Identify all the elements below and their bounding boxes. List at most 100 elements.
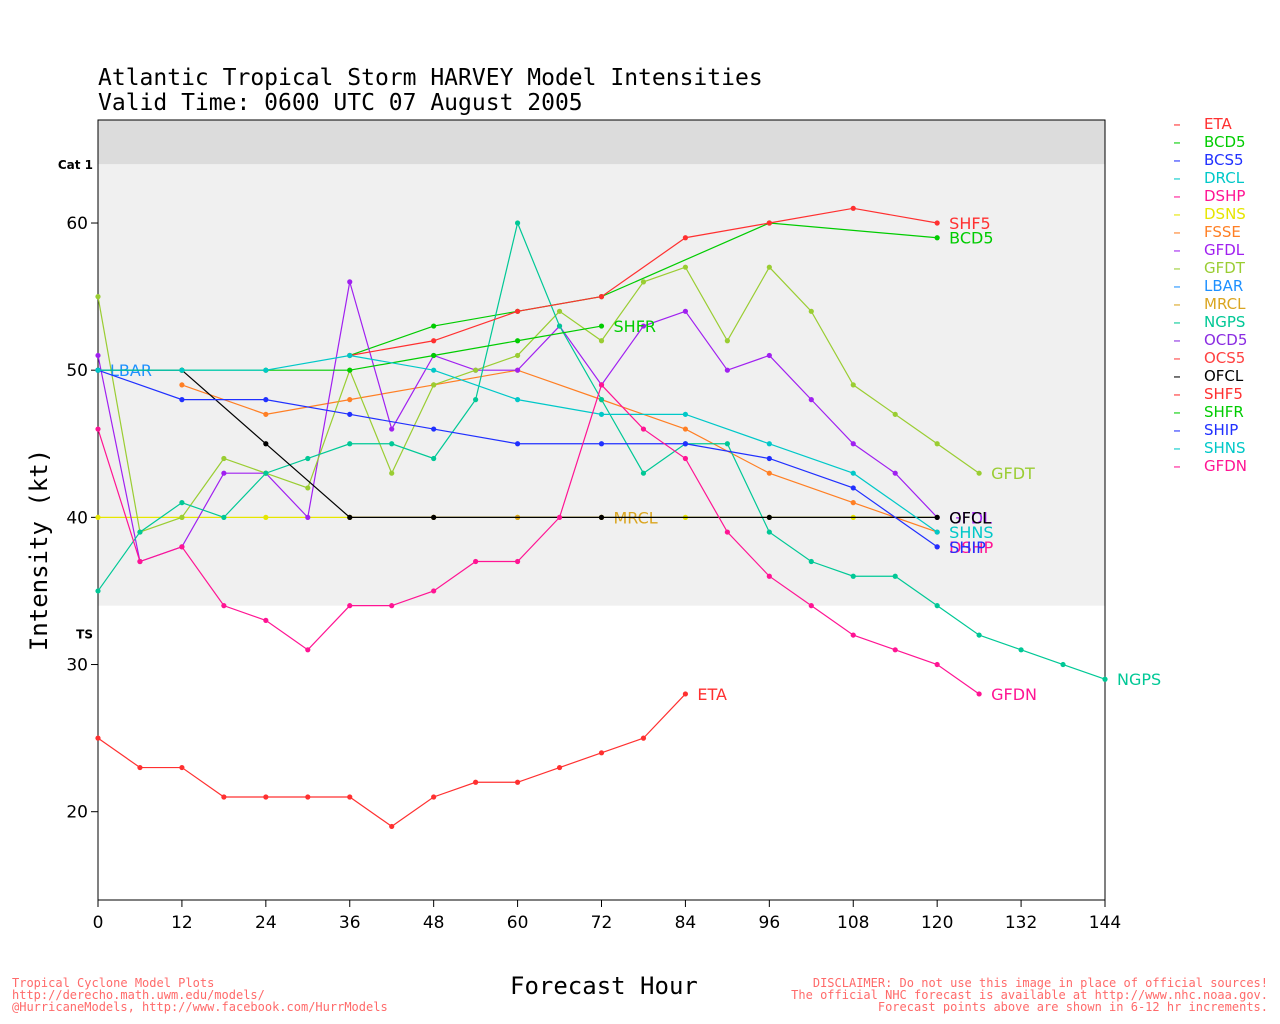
data-point-shf5	[431, 338, 437, 344]
data-point-eta	[640, 735, 647, 741]
x-tick-label: 96	[759, 913, 781, 933]
series-end-label: SHFR	[614, 317, 657, 336]
legend-item-ofcl: – OFCL	[1170, 367, 1247, 385]
data-point-gfdt	[598, 338, 605, 344]
legend-label: OFCL	[1204, 367, 1244, 385]
data-point-ngps	[137, 529, 143, 535]
data-point-ship	[514, 441, 521, 447]
data-point-shns	[682, 411, 689, 417]
data-point-gfdn	[473, 558, 479, 565]
data-point-ngps	[808, 558, 814, 565]
legend-swatch: –	[1173, 115, 1181, 133]
data-point-bcd5	[431, 323, 437, 329]
x-tick-label: 12	[171, 913, 193, 933]
data-point-ngps	[1102, 676, 1108, 682]
x-tick-label: 108	[837, 913, 869, 933]
series-end-label: SHNS	[949, 523, 993, 542]
data-point-ngps	[892, 573, 898, 579]
legend-label: OCD5	[1204, 331, 1248, 349]
data-point-gfdl	[640, 323, 647, 329]
band-label: TS	[76, 628, 93, 642]
legend-swatch: –	[1173, 421, 1181, 439]
data-point-gfdn	[892, 647, 898, 653]
legend-swatch: –	[1173, 331, 1181, 349]
data-point-ofcl	[347, 514, 353, 520]
data-point-gfdl	[221, 470, 227, 476]
data-point-shns	[934, 529, 940, 535]
data-point-eta	[473, 779, 479, 785]
data-point-bcd5	[934, 235, 940, 241]
x-tick-label: 48	[423, 913, 445, 933]
legend-item-bcd5: – BCD5	[1170, 133, 1247, 151]
data-point-gfdn	[221, 603, 227, 609]
data-point-gfdn	[724, 529, 730, 535]
data-point-fsse	[347, 397, 353, 403]
footer-credits: Tropical Cyclone Model Plots http://dere…	[12, 977, 388, 1013]
legend-swatch: –	[1173, 295, 1181, 313]
legend-label: ETA	[1204, 115, 1232, 133]
data-point-gfdl	[305, 514, 311, 520]
legend-swatch: –	[1173, 223, 1181, 241]
data-point-eta	[347, 794, 353, 800]
footer-credit-line: http://derecho.math.uwm.edu/models/	[12, 988, 265, 1002]
data-point-shns	[766, 441, 772, 447]
data-point-ngps	[598, 397, 605, 403]
data-point-gfdt	[179, 514, 185, 520]
data-point-ngps	[347, 441, 353, 447]
data-point-shns	[598, 411, 605, 417]
data-point-gfdn	[347, 603, 353, 609]
data-point-gfdl	[808, 397, 814, 403]
data-point-eta	[556, 764, 563, 771]
data-point-gfdt	[724, 338, 730, 344]
data-point-shns	[850, 470, 856, 476]
legend-swatch: –	[1173, 349, 1181, 367]
x-tick-label: 0	[93, 913, 104, 933]
data-point-ngps	[556, 323, 563, 329]
data-point-gfdn	[682, 455, 689, 462]
legend-item-mrcl: – MRCL	[1170, 295, 1247, 313]
legend-label: FSSE	[1204, 223, 1241, 241]
y-axis-label: Intensity (kt)	[25, 449, 53, 651]
legend-label: GFDL	[1204, 241, 1245, 259]
data-point-ship	[682, 441, 689, 447]
series-end-label: SHIP	[949, 538, 986, 557]
data-point-gfdt	[556, 308, 563, 314]
data-point-gfdn	[808, 603, 814, 609]
chart-title: Atlantic Tropical Storm HARVEY Model Int…	[98, 65, 763, 91]
data-point-gfdt	[95, 294, 101, 300]
legend-label: SHNS	[1204, 439, 1246, 457]
data-point-ship	[934, 544, 940, 550]
data-point-gfdl	[389, 426, 395, 432]
footer-disclaimer-line: The official NHC forecast is available a…	[791, 988, 1268, 1002]
series-end-label: DSHP	[949, 538, 994, 557]
series-end-label: NGPS	[1117, 670, 1161, 689]
legend-label: SHFR	[1204, 403, 1244, 421]
data-point-ofcl	[431, 514, 437, 520]
data-point-shns	[95, 367, 101, 373]
legend-swatch: –	[1173, 457, 1181, 475]
legend-label: BCD5	[1204, 133, 1246, 151]
data-point-shf5	[850, 205, 856, 211]
data-point-ngps	[514, 220, 521, 226]
legend-item-gfdt: – GFDT	[1170, 259, 1247, 277]
data-point-shf5	[514, 308, 521, 314]
legend-item-drcl: – DRCL	[1170, 169, 1247, 187]
data-point-eta	[305, 794, 311, 800]
data-point-eta	[95, 735, 101, 741]
band-label: Cat 1	[58, 158, 93, 172]
series-line-gfdn	[97, 383, 980, 695]
data-point-gfdn	[556, 514, 563, 520]
footer-credit-line: @HurricaneModels, http://www.facebook.co…	[12, 1000, 388, 1014]
data-point-gfdl	[766, 352, 772, 359]
data-point-gfdt	[766, 264, 772, 270]
data-point-gfdn	[850, 632, 856, 638]
x-tick-label: 144	[1089, 913, 1121, 933]
legend-item-shns: – SHNS	[1170, 439, 1247, 457]
data-point-shns	[263, 367, 269, 373]
data-point-eta	[431, 794, 437, 800]
data-point-gfdn	[95, 426, 101, 432]
data-point-gfdt	[976, 470, 982, 476]
data-point-gfdt	[934, 441, 940, 447]
data-point-shns	[179, 367, 185, 373]
legend-item-lbar: – LBAR	[1170, 277, 1247, 295]
